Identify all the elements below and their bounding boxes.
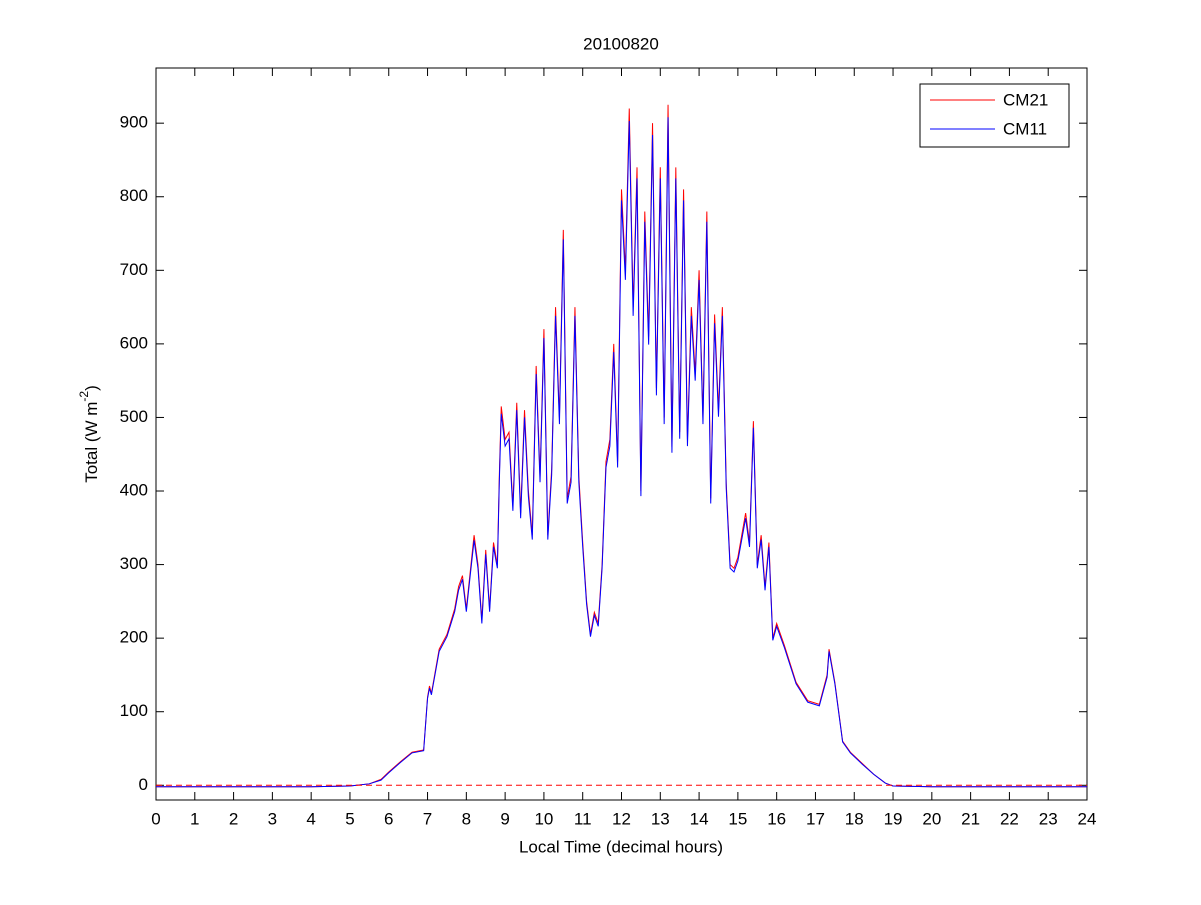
y-tick-label: 200 xyxy=(120,628,148,647)
x-tick-label: 5 xyxy=(345,809,354,828)
x-tick-label: 21 xyxy=(961,809,980,828)
y-tick-label: 700 xyxy=(120,260,148,279)
x-tick-label: 22 xyxy=(1000,809,1019,828)
chart-title: 20100820 xyxy=(583,34,659,53)
y-tick-label: 500 xyxy=(120,407,148,426)
x-tick-label: 17 xyxy=(806,809,825,828)
y-tick-label: 900 xyxy=(120,113,148,132)
x-tick-label: 0 xyxy=(151,809,160,828)
x-tick-label: 11 xyxy=(574,809,592,828)
x-tick-label: 18 xyxy=(845,809,864,828)
x-tick-label: 8 xyxy=(462,809,471,828)
x-tick-label: 6 xyxy=(384,809,393,828)
y-label-end: ) xyxy=(82,385,101,391)
legend-label: CM11 xyxy=(1003,119,1047,138)
y-tick-label: 300 xyxy=(120,554,148,573)
x-tick-label: 12 xyxy=(612,809,631,828)
legend-label: CM21 xyxy=(1003,90,1048,109)
x-tick-label: 10 xyxy=(534,809,553,828)
x-tick-label: 19 xyxy=(884,809,903,828)
y-tick-label: 800 xyxy=(120,186,148,205)
x-tick-label: 23 xyxy=(1039,809,1058,828)
data-line xyxy=(156,117,1087,788)
x-tick-label: 4 xyxy=(306,809,315,828)
x-tick-label: 24 xyxy=(1078,809,1097,828)
x-tick-label: 2 xyxy=(229,809,238,828)
y-tick-label: 100 xyxy=(120,701,148,720)
y-tick-label: 0 xyxy=(139,775,148,794)
x-tick-label: 1 xyxy=(190,809,199,828)
x-tick-label: 9 xyxy=(500,809,509,828)
x-tick-label: 13 xyxy=(651,809,670,828)
y-axis-label: Total (W m-2) xyxy=(77,385,101,483)
x-tick-label: 14 xyxy=(690,809,709,828)
y-label-main: Total (W m xyxy=(82,402,101,483)
x-tick-label: 7 xyxy=(423,809,432,828)
y-tick-label: 400 xyxy=(120,480,148,499)
x-axis-label: Local Time (decimal hours) xyxy=(519,837,723,856)
x-tick-label: 16 xyxy=(767,809,786,828)
y-label-sup: -2 xyxy=(77,391,91,402)
x-tick-label: 15 xyxy=(728,809,747,828)
x-tick-label: 20 xyxy=(922,809,941,828)
x-tick-label: 3 xyxy=(268,809,277,828)
y-tick-label: 600 xyxy=(120,333,148,352)
legend-box xyxy=(919,83,1070,148)
